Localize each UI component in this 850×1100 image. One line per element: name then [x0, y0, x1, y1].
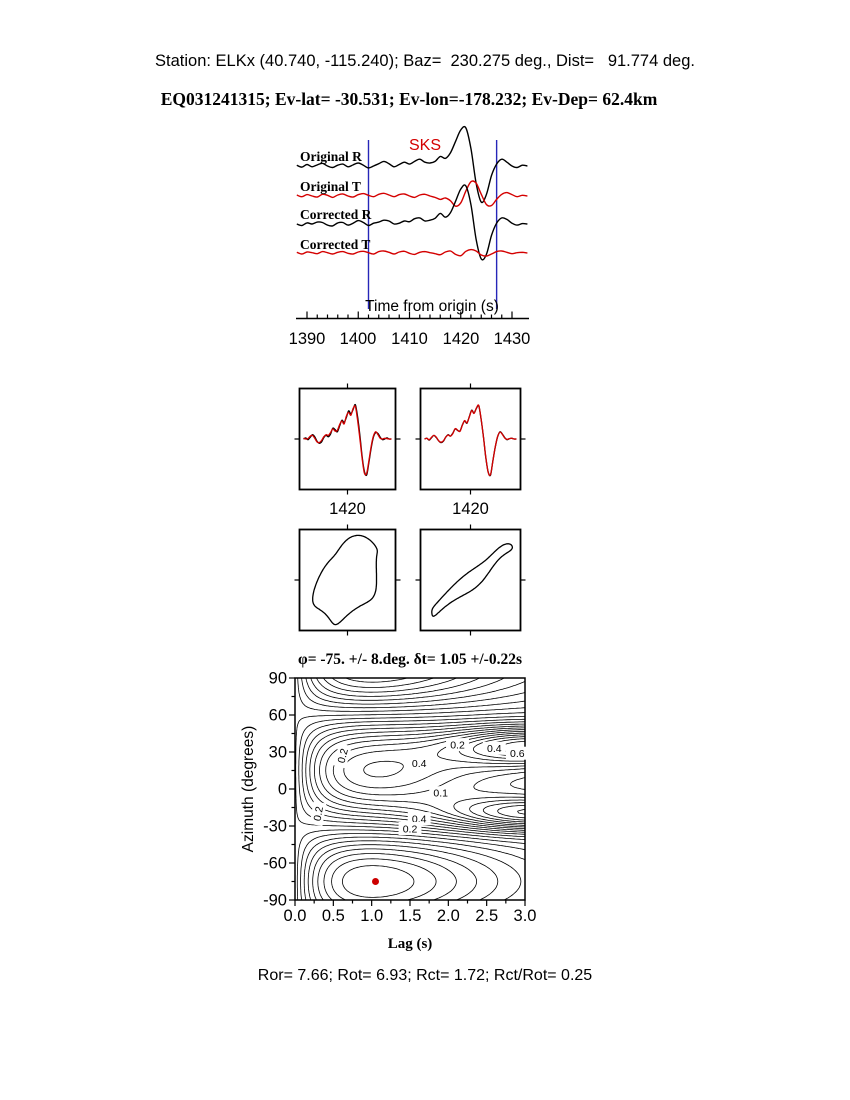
- seismogram-trace: [296, 180, 528, 207]
- compare-left-tick-label: 1420: [329, 500, 366, 518]
- contour-line: [342, 865, 415, 898]
- contour-label: 0.2: [333, 742, 352, 769]
- waveform-compare-plots: [294, 383, 526, 495]
- contour-label-mask: [333, 742, 352, 769]
- ytick-0: 0: [278, 781, 287, 799]
- xtick-25: 2.5: [475, 907, 498, 925]
- contour-label: 0.4: [482, 741, 506, 755]
- contour-axis-ticks: [289, 677, 526, 906]
- contour-label: 0.4: [407, 756, 431, 770]
- particle-motion-curve: [312, 534, 378, 626]
- time-axis: [296, 311, 529, 320]
- contour-label: 0.2: [446, 738, 469, 751]
- contour-label-text: 0.4: [487, 743, 502, 755]
- contour-line: [343, 730, 526, 823]
- contour-label: 0.2: [309, 801, 327, 827]
- contour-label-mask: [407, 812, 431, 826]
- seismogram-trace: [296, 125, 528, 204]
- ytick-m30: -30: [263, 818, 287, 836]
- ytick-60: 60: [269, 707, 287, 725]
- contour-line: [300, 677, 526, 901]
- contour-label-mask: [429, 786, 453, 800]
- time-tick-1420: 1420: [443, 330, 480, 348]
- time-tick-1410: 1410: [391, 330, 428, 348]
- particle-motion-plots: [294, 524, 526, 636]
- contour-label: 0.2: [398, 822, 422, 835]
- trace-label-corrected-t: Corrected T: [300, 237, 370, 252]
- phase-label: SKS: [409, 137, 441, 154]
- contour-label-text: 0.2: [312, 805, 326, 822]
- station-title: Station: ELKx (40.740, -115.240); Baz= 2…: [155, 52, 695, 70]
- contour-label-text: 0.6: [510, 748, 525, 760]
- contour-label-text: 0.2: [450, 739, 465, 751]
- trace-label-original-r: Original R: [300, 149, 362, 164]
- xtick-30: 3.0: [514, 907, 537, 925]
- best-fit-dot: [372, 878, 379, 885]
- contour-line: [363, 732, 526, 821]
- contour-line: [303, 677, 526, 901]
- contour-label-mask: [309, 801, 327, 827]
- seismogram-trace: [296, 248, 528, 257]
- stats-line: Ror= 7.66; Rot= 6.93; Rct= 1.72; Rct/Rot…: [258, 967, 593, 984]
- ytick-m90: -90: [263, 892, 287, 910]
- event-title: EQ031241315; Ev-lat= -30.531; Ev-lon=-17…: [161, 89, 658, 109]
- xtick-15: 1.5: [399, 907, 422, 925]
- contour-line: [296, 677, 526, 901]
- particle-motion-panels: [294, 524, 526, 636]
- error-surface-panel: φ= -75. +/- 8.deg. δt= 1.05 +/-0.22s 0.2…: [240, 651, 536, 952]
- xtick-05: 0.5: [322, 907, 345, 925]
- seismogram-trace: [296, 184, 528, 261]
- contour-line: [325, 727, 526, 826]
- seismogram-traces: [296, 125, 528, 261]
- contour-label-text: 0.2: [336, 747, 351, 764]
- contour-label-mask: [407, 756, 431, 770]
- ytick-30: 30: [269, 744, 287, 762]
- contour-line: [319, 725, 526, 828]
- waveform-compare-panels: 1420 1420: [294, 383, 526, 518]
- lag-axis-label: Lag (s): [388, 936, 433, 952]
- contour-label: 0.1: [429, 786, 453, 800]
- trace-label-original-t: Original T: [300, 179, 361, 194]
- contour-labels: 0.2 0.40.2 0.4 0.60.10.2 0.40.2: [309, 738, 529, 835]
- contour-line: [307, 677, 522, 901]
- seismogram-panel: Original R Original T Corrected R Correc…: [289, 125, 531, 348]
- ytick-m60: -60: [263, 855, 287, 873]
- xtick-10: 1.0: [360, 907, 383, 925]
- contour-label-mask: [398, 822, 422, 835]
- trace-label-corrected-r: Corrected R: [300, 207, 372, 222]
- compare-right-tick-label: 1420: [452, 500, 489, 518]
- contour-label-mask: [505, 746, 529, 760]
- compare-waveform: [424, 404, 517, 476]
- azimuth-axis-label: Azimuth (degrees): [240, 726, 257, 853]
- contour-label-text: 0.2: [403, 823, 418, 835]
- compare-waveform: [303, 405, 392, 476]
- contour-label-text: 0.1: [433, 788, 448, 800]
- time-axis-label: Time from origin (s): [365, 298, 499, 315]
- time-tick-1390: 1390: [289, 330, 326, 348]
- time-tick-1400: 1400: [340, 330, 377, 348]
- splitting-result-title: φ= -75. +/- 8.deg. δt= 1.05 +/-0.22s: [298, 651, 522, 668]
- xtick-0: 0.0: [284, 907, 307, 925]
- contour-label: 0.6: [505, 746, 529, 760]
- ytick-90: 90: [269, 670, 287, 688]
- time-tick-1430: 1430: [494, 330, 531, 348]
- particle-motion-curve: [431, 543, 514, 617]
- contour-line: [312, 677, 499, 901]
- contour-label-mask: [446, 738, 469, 752]
- contour-label-text: 0.4: [412, 758, 427, 770]
- xtick-20: 2.0: [437, 907, 460, 925]
- contour-label-mask: [482, 741, 506, 755]
